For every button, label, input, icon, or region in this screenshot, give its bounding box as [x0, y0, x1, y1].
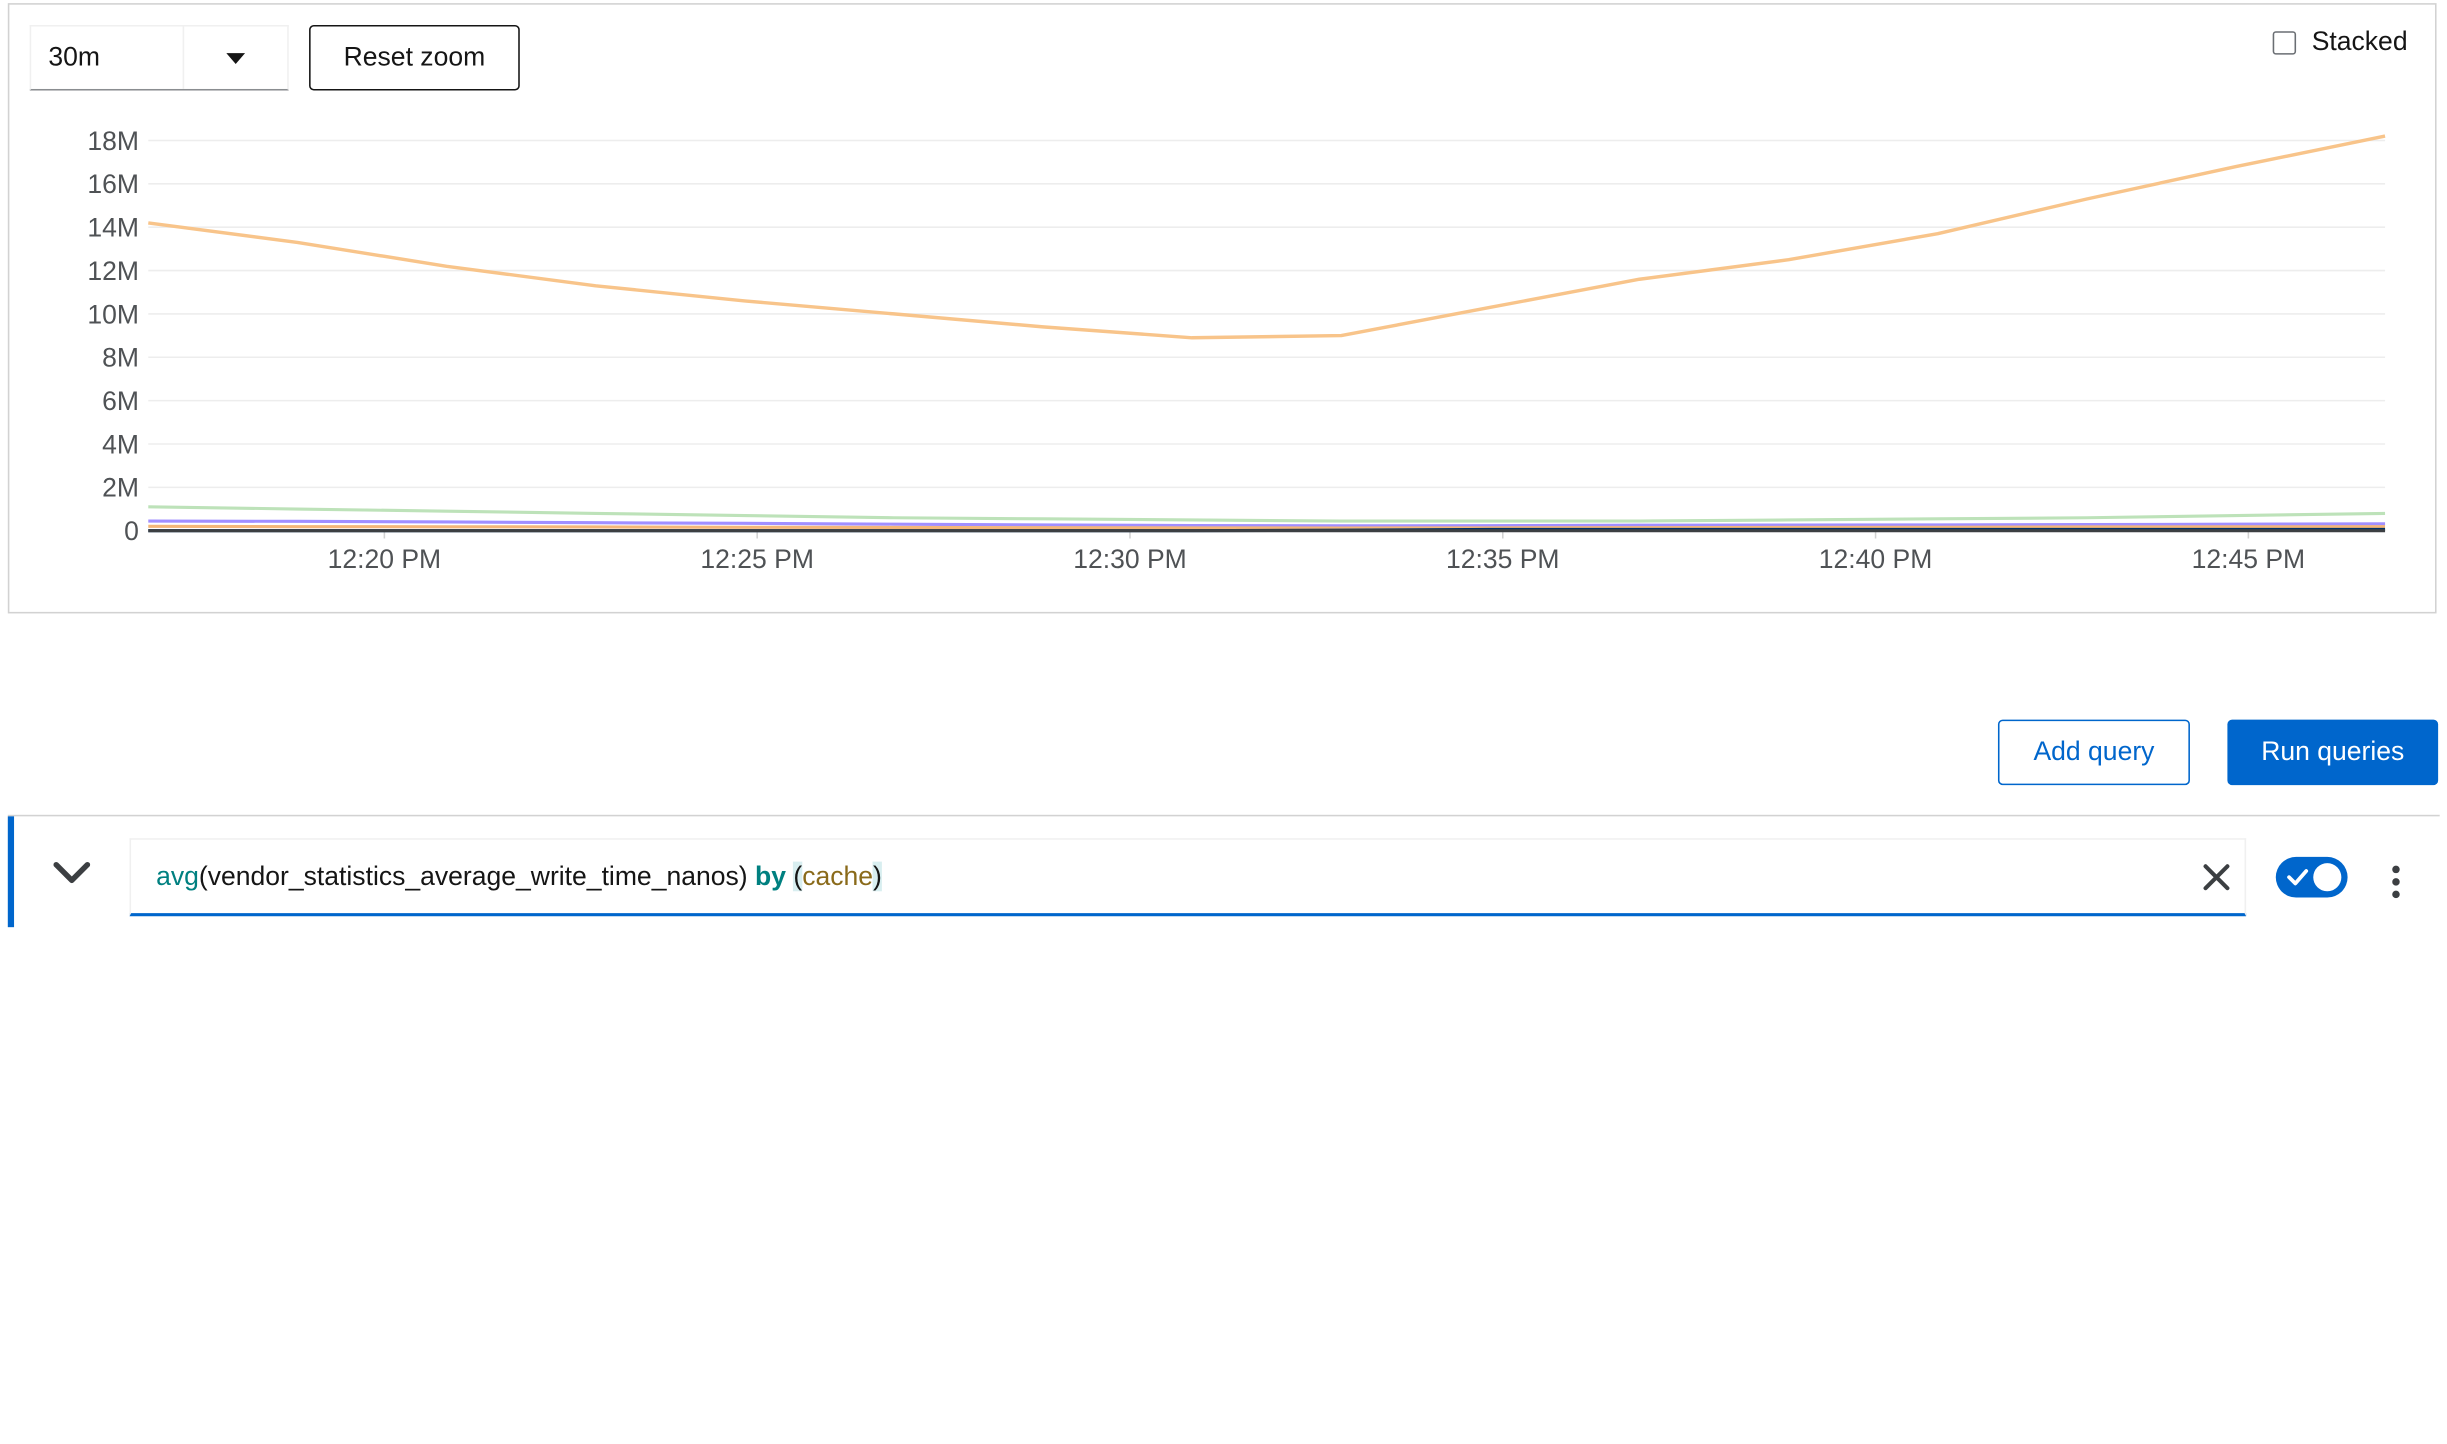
y-tick-label: 18M [87, 126, 139, 156]
x-tick-label: 12:30 PM [1073, 544, 1187, 574]
query-by-keyword: by [755, 861, 786, 892]
x-tick-label: 12:45 PM [2192, 544, 2306, 574]
stacked-label: Stacked [2311, 26, 2408, 57]
y-tick-label: 16M [87, 169, 139, 199]
stacked-checkbox[interactable] [2272, 30, 2297, 54]
check-icon [2287, 869, 2309, 886]
y-tick-label: 4M [102, 429, 139, 459]
query-metric: vendor_statistics_average_write_time_nan… [207, 861, 739, 892]
x-tick-label: 12:25 PM [700, 544, 814, 574]
chevron-down-icon[interactable] [52, 857, 93, 888]
time-range-value[interactable]: 30m [31, 26, 185, 89]
y-tick-label: 0 [124, 516, 139, 546]
series-line-2[interactable] [148, 519, 2386, 528]
y-tick-label: 10M [87, 299, 139, 329]
run-queries-button[interactable]: Run queries [2227, 719, 2439, 786]
caret-down-icon [226, 52, 246, 64]
stacked-toggle[interactable]: Stacked [2272, 26, 2408, 58]
query-function: avg [156, 861, 199, 892]
query-expression-input[interactable]: avg(vendor_statistics_average_write_time… [129, 838, 2247, 917]
y-tick-label: 12M [87, 256, 139, 286]
query-row-accent [7, 816, 15, 928]
x-tick-label: 12:20 PM [328, 544, 442, 574]
reset-zoom-button[interactable]: Reset zoom [309, 24, 520, 91]
metrics-chart[interactable]: 0 2M 4M 6M 8M 10M 12M 14M 16M 18M 12:20 PM 12:25 P… [8, 3, 2437, 613]
switch-knob [2313, 863, 2342, 892]
series-line-0[interactable] [148, 134, 2386, 340]
y-tick-label: 2M [102, 473, 139, 503]
add-query-button[interactable]: Add query [1997, 719, 2190, 786]
query-close-paren: ) [738, 861, 748, 892]
query-label: cache [802, 861, 874, 892]
x-tick-label: 12:40 PM [1819, 544, 1933, 574]
query-open-paren: ( [198, 861, 208, 892]
time-range-dropdown-toggle[interactable] [184, 27, 287, 89]
clear-query-icon[interactable] [2199, 860, 2233, 894]
query-enabled-switch[interactable] [2275, 856, 2348, 898]
series-line-3[interactable] [148, 524, 2386, 530]
query-label-open-paren: ( [793, 861, 803, 892]
series-line-1[interactable] [148, 505, 2386, 523]
kebab-menu-icon[interactable] [2387, 863, 2406, 900]
query-row: avg(vendor_statistics_average_write_time… [7, 814, 2440, 928]
y-tick-label: 8M [102, 343, 139, 373]
query-label-close-paren: ) [873, 861, 882, 892]
time-range-select[interactable]: 30m [29, 24, 289, 91]
y-tick-label: 14M [87, 213, 139, 243]
x-tick-label: 12:35 PM [1446, 544, 1560, 574]
y-tick-label: 6M [102, 386, 139, 416]
metrics-page: 0 2M 4M 6M 8M 10M 12M 14M 16M 18M 12:20 PM 12:25 P… [7, 3, 2440, 928]
